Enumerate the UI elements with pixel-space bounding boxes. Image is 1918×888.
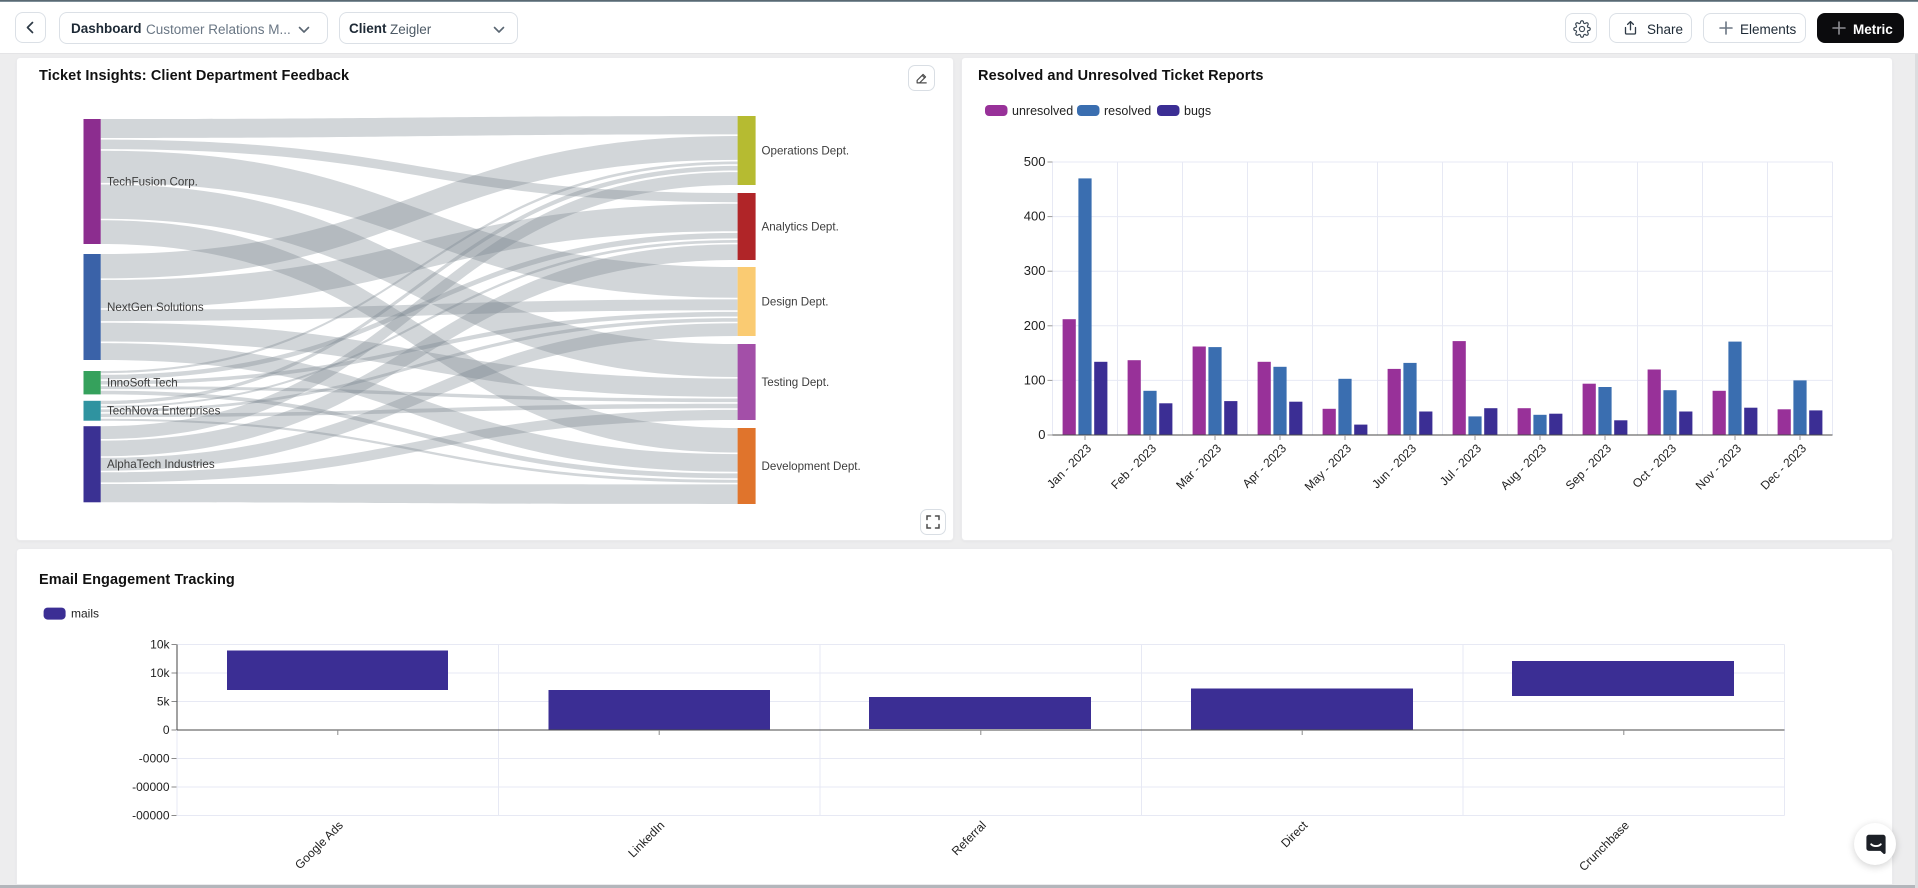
svg-text:TechFusion Corp.: TechFusion Corp. [107,176,198,189]
svg-text:Dec - 2023: Dec - 2023 [1758,441,1810,493]
svg-text:Design Dept.: Design Dept. [762,296,829,309]
svg-text:resolved: resolved [1104,104,1151,118]
svg-text:Analytics Dept.: Analytics Dept. [762,221,839,234]
svg-text:0: 0 [163,723,170,737]
svg-text:-00000: -00000 [132,809,170,823]
svg-text:unresolved: unresolved [1012,104,1073,118]
svg-text:LinkedIn: LinkedIn [625,818,667,860]
svg-text:-00000: -00000 [132,780,170,794]
svg-text:Google Ads: Google Ads [292,818,346,872]
svg-text:100: 100 [1024,372,1046,387]
svg-text:May - 2023: May - 2023 [1302,441,1355,494]
svg-text:Jul - 2023: Jul - 2023 [1437,441,1484,488]
svg-text:Development Dept.: Development Dept. [762,460,861,473]
svg-text:Referral: Referral [949,818,989,858]
svg-text:10k: 10k [150,638,170,652]
svg-text:Sep - 2023: Sep - 2023 [1563,441,1615,493]
svg-text:mails: mails [71,607,99,621]
svg-text:bugs: bugs [1184,104,1211,118]
svg-text:Direct: Direct [1278,818,1311,851]
svg-text:400: 400 [1024,209,1046,224]
svg-text:Jan - 2023: Jan - 2023 [1044,441,1094,491]
svg-text:300: 300 [1024,263,1046,278]
svg-text:0: 0 [1038,427,1045,442]
svg-text:500: 500 [1024,154,1046,169]
svg-text:NextGen Solutions: NextGen Solutions [107,301,204,314]
svg-text:Jun - 2023: Jun - 2023 [1369,441,1419,491]
svg-text:Operations Dept.: Operations Dept. [762,145,850,158]
svg-text:10k: 10k [150,666,170,680]
svg-text:Nov - 2023: Nov - 2023 [1693,441,1745,493]
svg-text:200: 200 [1024,318,1046,333]
svg-text:Apr - 2023: Apr - 2023 [1240,441,1290,491]
svg-text:5k: 5k [157,695,171,709]
svg-text:InnoSoft Tech: InnoSoft Tech [107,377,178,390]
svg-text:-0000: -0000 [139,752,170,766]
svg-text:AlphaTech Industries: AlphaTech Industries [107,458,215,471]
svg-text:TechNova Enterprises: TechNova Enterprises [107,405,221,418]
svg-text:Mar - 2023: Mar - 2023 [1173,441,1224,492]
svg-text:Testing Dept.: Testing Dept. [762,376,830,389]
svg-text:Oct - 2023: Oct - 2023 [1630,441,1680,491]
svg-text:Feb - 2023: Feb - 2023 [1108,441,1159,492]
svg-text:Crunchbase: Crunchbase [1576,818,1632,874]
svg-text:Aug - 2023: Aug - 2023 [1498,441,1550,493]
